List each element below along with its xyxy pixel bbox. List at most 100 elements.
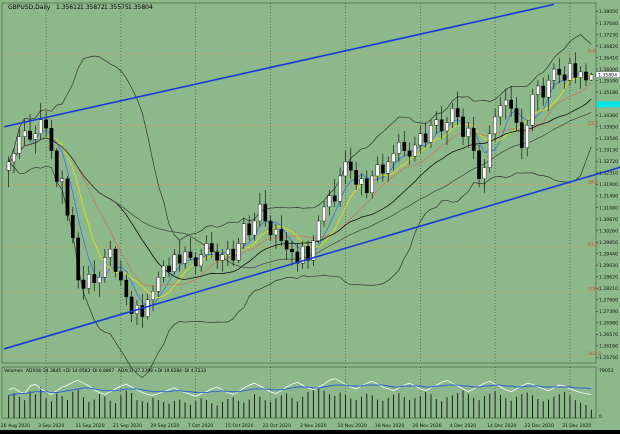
indicator-value: -DI 4.7233: [183, 368, 206, 374]
candle-bull: [445, 122, 449, 132]
candle-bear: [348, 161, 353, 171]
candle-bear: [402, 142, 407, 151]
candle-bull: [258, 203, 262, 222]
y-tick-label: 1.29030: [599, 263, 618, 269]
x-tick-label: 23 Oct 2020: [263, 423, 291, 429]
y-tick-label: 1.28210: [599, 286, 618, 292]
candle-bear: [380, 164, 385, 174]
candle-bull: [568, 63, 572, 81]
candle-bear: [509, 99, 514, 109]
volume-pane-frame: [1, 366, 597, 419]
y-tick-label: 1.26160: [599, 344, 618, 350]
y-tick-label: 1.28620: [599, 274, 618, 280]
candle-bull: [338, 175, 342, 202]
indicator-value: +DI 14.9583: [62, 368, 90, 374]
y-tick-label: 1.30260: [599, 228, 618, 234]
candle-bear: [354, 170, 358, 185]
candle-bull: [578, 71, 583, 78]
y-tick-label: 1.26570: [599, 332, 618, 338]
y-tick-label: 1.35180: [599, 90, 618, 96]
candle-bull: [397, 142, 401, 154]
candle-bear: [279, 229, 284, 241]
ohlc-low: 1.35575: [104, 4, 129, 11]
y-tick-label: 1.32310: [599, 171, 618, 177]
fib-level-label: 38.2: [588, 179, 598, 185]
candle-bull: [204, 243, 209, 255]
candle-bear: [188, 251, 193, 258]
candle-bear: [584, 71, 588, 81]
candle-bull: [370, 175, 375, 194]
candle-bull: [525, 125, 530, 149]
candle-bear: [65, 178, 70, 216]
candle-bear: [124, 279, 129, 298]
candle-bull: [12, 153, 16, 163]
x-tick-label: 7 Oct 2020: [188, 423, 214, 429]
candle-bull: [38, 119, 43, 134]
candle-bull: [108, 248, 113, 258]
candle-bull: [359, 178, 364, 185]
candle-bear: [471, 127, 476, 151]
y-tick-label: 1.36410: [599, 55, 618, 61]
candle-bull: [487, 133, 492, 168]
candle-bull: [161, 265, 166, 278]
candle-bull: [103, 257, 107, 278]
x-tick-label: 22 Dec 2020: [525, 423, 554, 429]
candle-bear: [263, 203, 268, 222]
candlesticks: [6, 52, 594, 328]
candle-bear: [332, 195, 337, 202]
candle-bear: [177, 254, 182, 264]
candle-bear: [231, 248, 236, 261]
x-tick-label: 14 Dec 2020: [487, 423, 516, 429]
fib-level-label: 23.6: [588, 120, 598, 126]
candle-bull: [503, 99, 508, 106]
candle-bear: [364, 178, 369, 194]
indicator-value: +DI 19.6284: [154, 368, 182, 374]
candle-bear: [54, 150, 59, 182]
y-tick-label: 1.26980: [599, 321, 618, 327]
candle-bear: [119, 271, 123, 281]
x-tick-label: 18 Nov 2020: [375, 423, 404, 429]
volume-pane: Volumes ADX(8) 24.3845 +DI 14.9583 -DI 6.88…: [4, 368, 614, 420]
candle-bear: [461, 116, 465, 137]
candle-bear: [76, 237, 81, 281]
volume-min-label: 0: [599, 414, 602, 420]
candle-bear: [215, 251, 220, 261]
y-tick-label: 1.25750: [599, 355, 618, 361]
candle-bear: [514, 108, 519, 123]
fibonacci-levels: 0.0 23.6 38.2 61.8 100.0 161.8: [2, 49, 601, 357]
candle-bull: [300, 246, 305, 264]
trend-channel: [3, 3, 620, 350]
candle-bull: [60, 178, 64, 182]
x-tick-label: 3 Sep 2020: [38, 423, 64, 429]
candle-bear: [167, 265, 171, 272]
candle-bull: [530, 94, 535, 126]
y-tick-label: 1.27390: [599, 309, 618, 315]
candle-bear: [268, 220, 273, 236]
y-tick-label: 1.31490: [599, 194, 618, 200]
y-tick-label: 1.32720: [599, 159, 618, 165]
y-tick-label: 1.36820: [599, 44, 618, 50]
time-axis: 26 Aug 2020 3 Sep 2020 11 Sep 2020 21 Sep 2…: [1, 423, 592, 429]
y-tick-label: 1.31900: [599, 182, 618, 188]
main-pane-frame: [1, 2, 597, 364]
indicator-value: ADX(3) 37.2398: [118, 368, 153, 374]
candle-bull: [434, 119, 439, 126]
bollinger-bands: [8, 34, 592, 379]
candle-bull: [151, 291, 155, 300]
candle-bull: [466, 127, 471, 137]
candle-bull: [86, 274, 91, 289]
admi-white-line: [8, 378, 592, 397]
indicator-value: ADX(8) 24.3845: [26, 368, 61, 374]
candle-bull: [311, 240, 316, 261]
y-tick-label: 1.33540: [599, 136, 618, 142]
candle-bull: [172, 254, 177, 272]
last-price-marker: [595, 71, 620, 78]
candle-bear: [290, 248, 294, 253]
fib-level-label: 161.8: [588, 351, 601, 357]
candle-bull: [274, 229, 278, 236]
y-tick-label: 1.38050: [599, 9, 618, 15]
candle-bull: [493, 116, 497, 134]
candle-bull: [322, 206, 326, 222]
